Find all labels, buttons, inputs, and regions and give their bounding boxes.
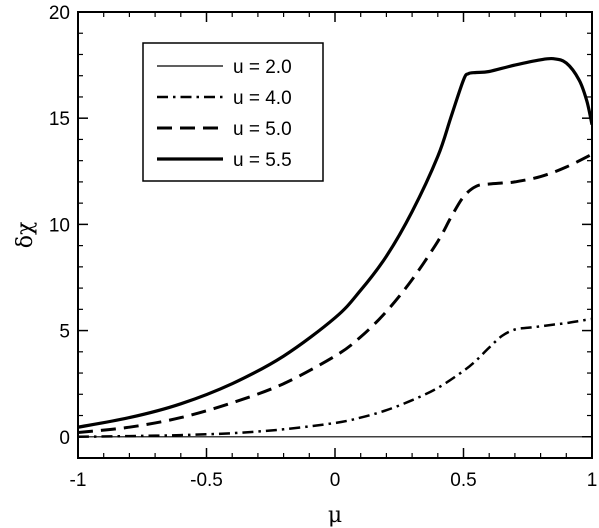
y-tick-label: 0: [59, 428, 70, 449]
x-tick-label: -0.5: [190, 470, 223, 491]
series-line-1: [78, 317, 592, 439]
legend: u = 2.0 u = 4.0 u = 5.0 u = 5.5: [142, 42, 324, 182]
y-axis-label: δχ: [13, 222, 38, 249]
legend-label-3: u = 5.5: [233, 150, 292, 171]
x-axis-label: μ: [328, 503, 342, 528]
legend-label-2: u = 5.0: [233, 119, 292, 140]
x-tick-label: 0.5: [450, 470, 476, 491]
x-tick-label: 1: [587, 470, 598, 491]
x-tick-label: -1: [70, 470, 87, 491]
y-tick-label: 15: [49, 109, 70, 130]
series-line-2: [78, 152, 592, 434]
y-tick-label: 5: [59, 322, 70, 343]
series-line-3: [78, 56, 592, 429]
legend-label-0: u = 2.0: [233, 57, 292, 78]
x-tick-label: 0: [330, 470, 341, 491]
series-layer: [78, 56, 592, 439]
y-tick-label: 10: [49, 215, 70, 236]
y-tick-label: 20: [49, 3, 70, 24]
legend-label-1: u = 4.0: [233, 88, 292, 109]
